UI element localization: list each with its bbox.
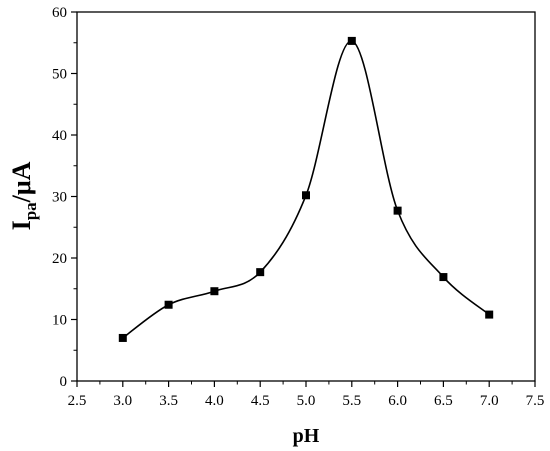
data-point — [210, 287, 219, 296]
x-tick-label: 7.5 — [526, 393, 545, 409]
y-axis-title-rest: /μA — [7, 161, 36, 203]
y-axis-title-sub: pa — [21, 202, 40, 220]
data-point — [485, 310, 494, 319]
data-point — [439, 273, 448, 282]
ticks: 2.5 3.0 3.5 4.0 4.5 5.0 5.5 6.0 6.5 7.0 7.5 0 10 20 30… — [52, 5, 544, 409]
x-tick-label: 4.5 — [251, 393, 270, 409]
x-tick-label: 3.5 — [159, 393, 178, 409]
series-line — [122, 40, 490, 339]
x-tick-label: 6.0 — [388, 393, 407, 409]
y-tick-label: 60 — [52, 5, 67, 21]
data-point — [118, 333, 127, 342]
y-tick-label: 30 — [52, 190, 67, 206]
x-tick-label: 3.0 — [113, 393, 132, 409]
x-axis-title: pH — [293, 425, 320, 447]
y-tick-label: 50 — [52, 67, 67, 83]
data-point — [256, 268, 265, 277]
y-tick-label: 10 — [52, 313, 67, 329]
y-axis-title: Ipa/μA — [7, 161, 40, 230]
x-tick-label: 7.0 — [480, 393, 499, 409]
data-point — [302, 191, 310, 200]
data-points — [118, 36, 494, 342]
y-tick-label: 40 — [52, 128, 67, 144]
y-tick-label: 20 — [52, 251, 67, 267]
x-tick-label: 6.5 — [434, 393, 453, 409]
x-tick-label: 5.5 — [342, 393, 361, 409]
series-curve — [122, 40, 490, 339]
x-tick-label: 5.0 — [297, 393, 316, 409]
y-tick-label: 0 — [60, 374, 68, 390]
y-axis-title-main: I — [7, 220, 36, 230]
data-point — [393, 206, 402, 215]
x-tick-label: 2.5 — [68, 393, 87, 409]
x-tick-label: 4.0 — [205, 393, 224, 409]
data-point — [347, 36, 356, 45]
data-point — [164, 300, 173, 309]
